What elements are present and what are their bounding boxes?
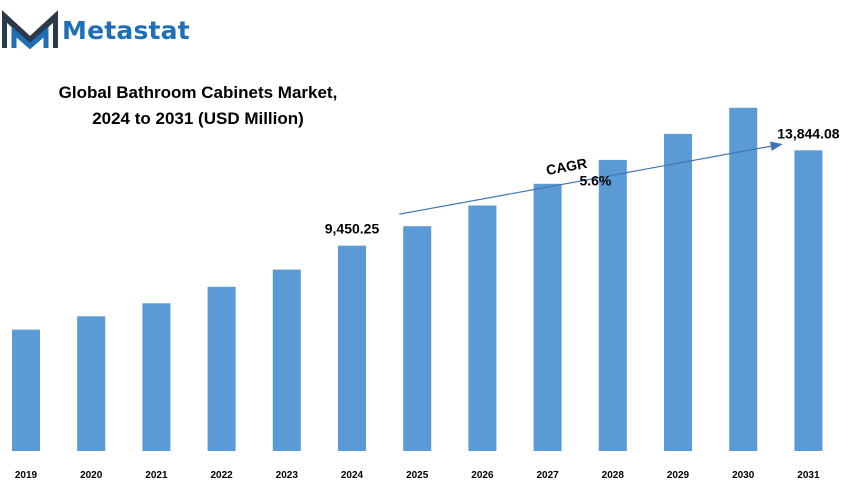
bar-2019: [12, 329, 40, 451]
bar-2024: [338, 245, 366, 451]
bar-2020: [77, 316, 106, 451]
x-tick-label-2030: 2030: [732, 470, 755, 481]
x-tick-label-2029: 2029: [667, 470, 690, 481]
data-label-2031: 13,844.08: [777, 125, 839, 141]
chart-title: Global Bathroom Cabinets Market, 2024 to…: [18, 80, 378, 132]
x-tick-label-2025: 2025: [406, 470, 429, 481]
bar-2031: [794, 150, 823, 452]
chart-title-line-1: Global Bathroom Cabinets Market,: [58, 83, 338, 102]
bar-2025: [403, 226, 432, 451]
cagr-trend-arrow: [399, 141, 783, 215]
brand-logo: Metastat: [2, 10, 190, 50]
cagr-value: 5.6%: [579, 172, 611, 188]
bar-2029: [664, 133, 692, 451]
bar-2026: [468, 205, 497, 451]
x-tick-label-2022: 2022: [210, 470, 233, 481]
data-label-2024: 9,450.25: [325, 221, 380, 237]
bar-2023: [272, 269, 301, 451]
x-tick-label-2026: 2026: [471, 470, 494, 481]
x-tick-label-2024: 2024: [341, 470, 364, 481]
x-tick-label-2020: 2020: [80, 470, 103, 481]
brand-name: Metastat: [62, 15, 190, 45]
x-tick-label-2019: 2019: [15, 470, 38, 481]
x-tick-label-2021: 2021: [145, 470, 168, 481]
bar-2021: [142, 303, 171, 451]
cagr-label: CAGR: [545, 155, 588, 178]
x-tick-label-2027: 2027: [536, 470, 559, 481]
bar-2028: [598, 159, 627, 451]
x-tick-label-2028: 2028: [602, 470, 625, 481]
metastat-m-logo-icon: [2, 10, 58, 50]
x-tick-label-2023: 2023: [276, 470, 299, 481]
bar-2030: [729, 107, 758, 452]
bar-2027: [533, 183, 562, 452]
bar-2022: [207, 286, 236, 451]
chart-title-line-2: 2024 to 2031 (USD Million): [92, 109, 304, 128]
x-tick-label-2031: 2031: [797, 470, 820, 481]
